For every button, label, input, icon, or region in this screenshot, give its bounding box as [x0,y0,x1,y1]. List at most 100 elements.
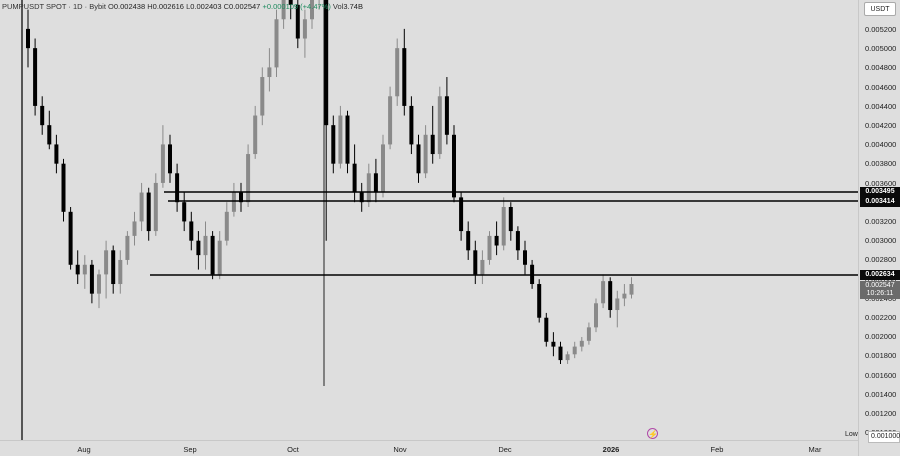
candle-body [182,202,187,222]
candle-body [572,346,577,355]
candle-body [629,284,634,295]
price-tick-label: 0.001400 [865,389,897,399]
change-value: +0.000109 (+4.47%) [262,2,331,11]
price-tick-label: 0.004800 [865,63,897,73]
candle-body [324,0,329,126]
candle-body [608,281,613,311]
candle-body [423,134,428,174]
level-tag-upper: 0.003495 [860,187,900,197]
candle-body [310,0,314,20]
candle-body [47,125,52,145]
candle-body [302,19,307,39]
candle-body [61,163,66,212]
low-value: 0.002403 [190,2,222,11]
candle-body [473,250,478,275]
candle-body [452,134,456,198]
candle-body [416,144,421,174]
price-tick-label: 0.005000 [865,44,897,54]
countdown-tag: 10:26:11 [860,289,900,299]
candle-body [565,354,570,361]
candle-body [622,293,627,299]
candle-body [203,235,208,256]
price-tick-label: 0.001800 [865,351,897,361]
candle-body [89,264,94,294]
candle-body [508,207,513,232]
time-tick-label: Sep [183,445,197,454]
candle-body [210,235,215,275]
chart-pane[interactable]: PUMPUSDT SPOT · 1D · Bybit O0.002438 H 0.… [0,0,858,440]
price-tick-label: 0.004200 [865,121,897,130]
price-tick-label: 0.004000 [865,140,897,150]
price-tick-label: 0.002200 [865,313,897,322]
price-tick-label: 0.001600 [865,370,897,380]
candle-body [33,48,38,106]
price-tick-label: 0.001200 [865,409,897,418]
time-tick-label: 2026 [602,445,620,454]
open-label: O [108,2,114,11]
candle-body [331,125,336,164]
symbol-title[interactable]: PUMPUSDT SPOT · 1D · Bybit [2,2,106,11]
price-tick-label: 0.004600 [865,82,897,92]
candle-body [295,4,300,39]
time-tick-label: Nov [393,445,407,454]
candle-body [459,197,464,232]
candle-body [267,67,272,78]
candle-body [338,115,343,164]
price-tick-label: 0.002800 [865,255,897,265]
candle-body [168,144,172,174]
price-tick-label: 0.005200 [865,25,897,34]
candle-body [239,192,243,203]
candle-body [40,105,45,126]
candle-body [373,173,378,193]
candle-body [409,105,414,145]
time-tick-label: Oct [287,445,299,454]
candle-body [345,115,350,164]
candle-body [231,192,236,212]
candle-body [594,303,598,328]
candle-body [501,207,506,246]
candle-body [146,192,151,232]
close-value: 0.002547 [229,2,261,11]
low-label: L [186,2,191,11]
candle-body [125,235,130,260]
candle-body [132,221,137,236]
level-tag-lower: 0.002634 [860,270,900,280]
volume-value: 3.74B [343,2,363,11]
candle-body [160,144,165,183]
candle-body [217,240,222,275]
time-axis[interactable]: Aug Sep Oct Nov Dec 2026 Feb Mar [0,440,858,456]
candle-body [430,134,435,155]
candle-body [601,281,606,304]
candle-body [487,235,492,260]
candle-body [54,144,59,164]
candle-body [260,77,265,116]
candle-body [586,327,591,341]
high-label: H [147,2,153,11]
lightning-icon[interactable]: ⚡ [647,428,658,439]
candle-body [97,274,101,294]
candlestick-chart[interactable] [0,0,858,440]
price-axis[interactable]: USDT 0.005200 0.005000 0.004800 0.004600 0.0… [858,0,900,456]
current-price-tag: 0.002547 [860,281,900,291]
candle-body [515,231,520,251]
candle-body [395,48,400,97]
candle-body [288,0,293,5]
candle-body [139,192,144,222]
candle-body [366,173,371,203]
low-marker-label: Low [845,431,858,438]
candle-body [281,0,286,20]
candle-body [153,182,158,232]
currency-button[interactable]: USDT [864,2,896,16]
candle-body [111,250,116,285]
candle-body [118,259,123,285]
price-tick-label: 0.003000 [865,236,897,246]
low-price-tag: 0.001000 [868,431,900,443]
candle-body [381,144,385,193]
candle-body [402,48,407,106]
open-value: 0.002438 [113,2,146,11]
candle-body [246,154,251,203]
candle-body [466,231,471,251]
candle-body [558,346,563,361]
symbol-legend: PUMPUSDT SPOT · 1D · Bybit O0.002438 H 0.… [2,2,363,11]
price-tick-label: 0.002000 [865,332,897,342]
